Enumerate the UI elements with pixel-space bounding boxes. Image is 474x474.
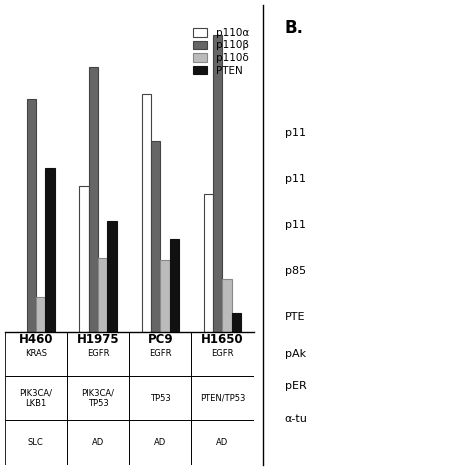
Text: pAk: pAk [284, 349, 306, 359]
Bar [89, 67, 98, 332]
Bar [45, 168, 55, 332]
Text: pER: pER [284, 382, 306, 392]
Bar [108, 221, 117, 332]
Text: AD: AD [154, 438, 166, 447]
Bar [80, 186, 89, 332]
Bar [5, 376, 67, 420]
Text: AD: AD [216, 438, 228, 447]
Bar [129, 376, 191, 420]
Text: AD: AD [92, 438, 104, 447]
Bar [232, 313, 241, 332]
Text: PTEN/TP53: PTEN/TP53 [200, 394, 245, 402]
Bar [213, 36, 222, 332]
Text: PIK3CA/
LKB1: PIK3CA/ LKB1 [19, 389, 52, 408]
Text: KRAS: KRAS [25, 349, 47, 358]
Text: EGFR: EGFR [211, 349, 234, 358]
Bar [67, 376, 129, 420]
Bar [170, 239, 179, 332]
Text: TP53: TP53 [150, 394, 171, 402]
Bar [222, 279, 232, 332]
Bar [5, 420, 67, 465]
Bar [129, 420, 191, 465]
Text: α-tu: α-tu [284, 413, 308, 424]
Bar [129, 332, 191, 376]
Text: p85: p85 [284, 266, 306, 276]
Bar [204, 194, 213, 332]
Bar [191, 376, 254, 420]
Text: PIK3CA/
TP53: PIK3CA/ TP53 [82, 389, 115, 408]
Text: EGFR: EGFR [87, 349, 109, 358]
Bar [142, 94, 151, 332]
Bar [67, 420, 129, 465]
Bar [5, 332, 67, 376]
Bar [191, 332, 254, 376]
Text: p11: p11 [284, 128, 306, 138]
Bar [98, 258, 108, 332]
Text: p11: p11 [284, 174, 306, 184]
Text: PTE: PTE [284, 312, 305, 322]
Bar [191, 420, 254, 465]
Text: p11: p11 [284, 220, 306, 230]
Bar [27, 99, 36, 332]
Legend: p110α, p110β, p110δ, PTEN: p110α, p110β, p110δ, PTEN [191, 26, 251, 78]
Bar [160, 260, 170, 332]
Bar [151, 141, 160, 332]
Text: SLC: SLC [28, 438, 44, 447]
Bar [67, 332, 129, 376]
Bar [36, 297, 45, 332]
Text: B.: B. [284, 18, 304, 36]
Text: EGFR: EGFR [149, 349, 172, 358]
